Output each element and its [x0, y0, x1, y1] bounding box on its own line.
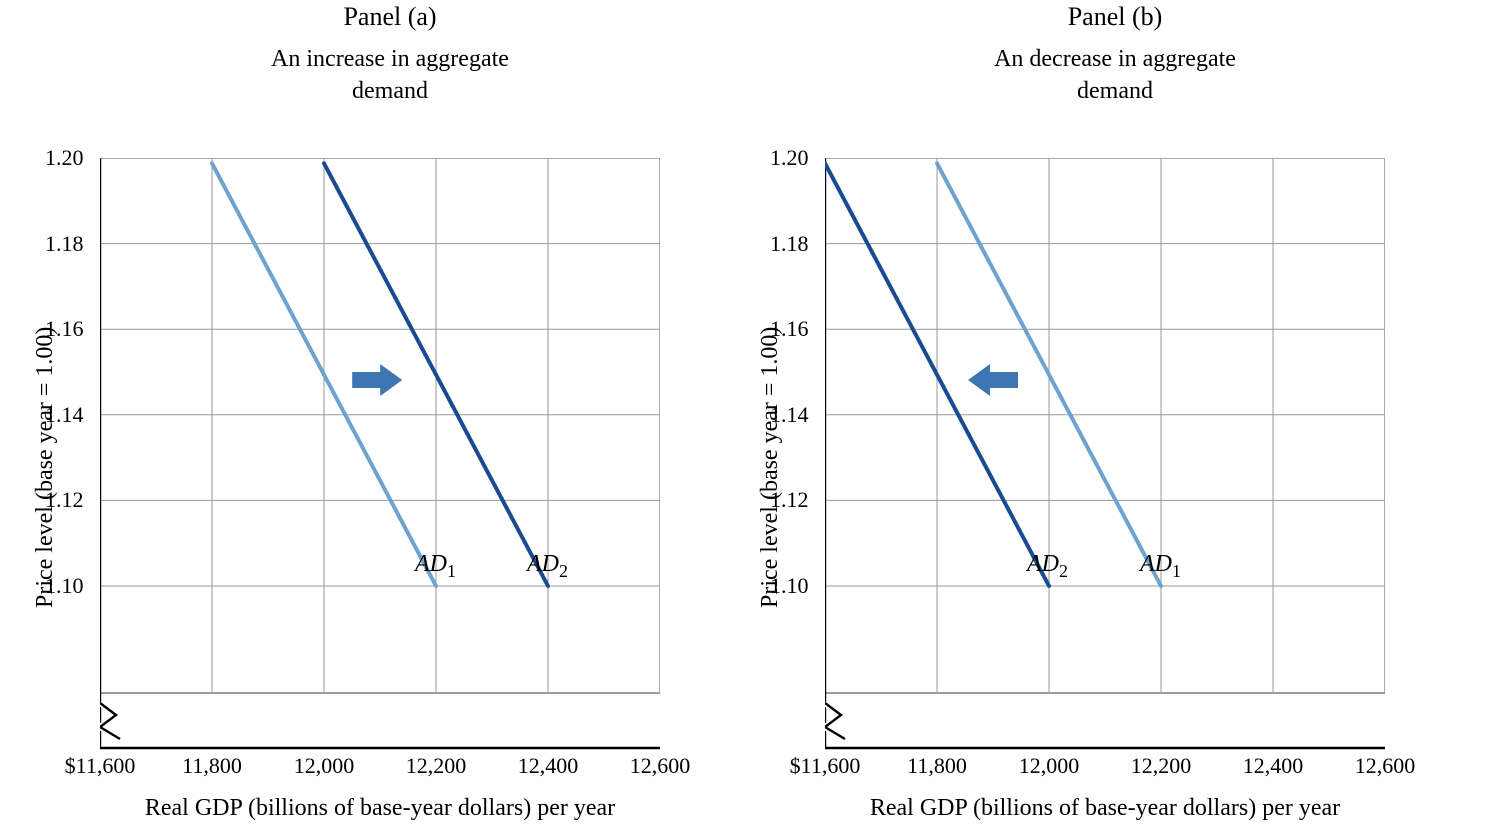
panel-b-title: Panel (b) — [965, 2, 1265, 32]
xtick-label: 12,400 — [493, 753, 603, 779]
ytick-label: 1.14 — [45, 402, 84, 428]
xtick-label: 12,200 — [1106, 753, 1216, 779]
ytick-label: 1.16 — [45, 316, 84, 342]
panel-b-subtitle-1: An decrease in aggregate — [905, 46, 1325, 73]
panel-a-subtitle-2: demand — [180, 78, 600, 105]
ytick-label: 1.12 — [770, 487, 809, 513]
xtick-label: 12,400 — [1218, 753, 1328, 779]
xtick-label: $11,600 — [45, 753, 155, 779]
xtick-label: 12,600 — [1330, 753, 1440, 779]
ytick-label: 1.18 — [45, 231, 84, 257]
figure-canvas: Panel (a) An increase in aggregate deman… — [0, 0, 1494, 834]
panel-b-ad2-label: AD2 — [1027, 551, 1068, 582]
panel-a-ad1-label: AD1 — [415, 551, 456, 582]
panel-a-ylabel: Price level (base year = 1.00) — [32, 327, 59, 608]
panel-a-ad2-label: AD2 — [527, 551, 568, 582]
panel-b-chart — [825, 158, 1385, 758]
panel-b-ylabel: Price level (base year = 1.00) — [757, 327, 784, 608]
ytick-label: 1.12 — [45, 487, 84, 513]
ytick-label: 1.14 — [770, 402, 809, 428]
panel-b-xlabel: Real GDP (billions of base-year dollars)… — [825, 795, 1385, 822]
ytick-label: 1.16 — [770, 316, 809, 342]
ytick-label: 1.18 — [770, 231, 809, 257]
panel-a-subtitle-1: An increase in aggregate — [180, 46, 600, 73]
panel-a-title: Panel (a) — [240, 2, 540, 32]
xtick-label: 12,200 — [381, 753, 491, 779]
panel-b-ad1-label: AD1 — [1140, 551, 1181, 582]
panel-b-subtitle-2: demand — [905, 78, 1325, 105]
xtick-label: 12,000 — [269, 753, 379, 779]
ytick-label: 1.10 — [45, 573, 84, 599]
xtick-label: 11,800 — [157, 753, 267, 779]
panel-a-chart — [100, 158, 660, 758]
ytick-label: 1.20 — [45, 145, 84, 171]
xtick-label: 12,600 — [605, 753, 715, 779]
panel-a-xlabel: Real GDP (billions of base-year dollars)… — [100, 795, 660, 822]
xtick-label: $11,600 — [770, 753, 880, 779]
xtick-label: 12,000 — [994, 753, 1104, 779]
ytick-label: 1.10 — [770, 573, 809, 599]
xtick-label: 11,800 — [882, 753, 992, 779]
ytick-label: 1.20 — [770, 145, 809, 171]
